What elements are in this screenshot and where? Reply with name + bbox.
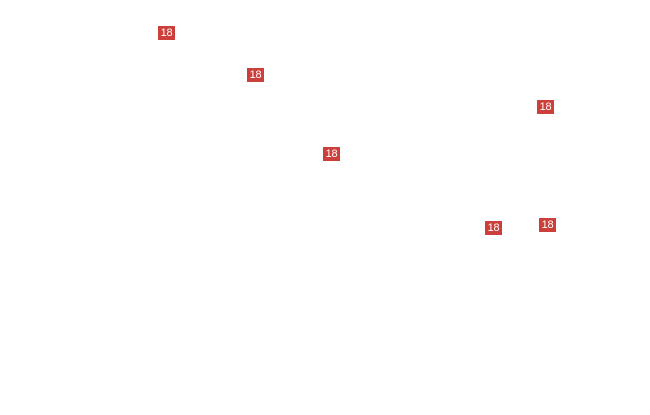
route-marker[interactable]: 18 bbox=[323, 147, 340, 161]
route-marker[interactable]: 18 bbox=[247, 68, 264, 82]
route-marker[interactable]: 18 bbox=[539, 218, 556, 232]
route-marker[interactable]: 18 bbox=[158, 26, 175, 40]
route-marker[interactable]: 18 bbox=[537, 100, 554, 114]
route-marker[interactable]: 18 bbox=[485, 221, 502, 235]
